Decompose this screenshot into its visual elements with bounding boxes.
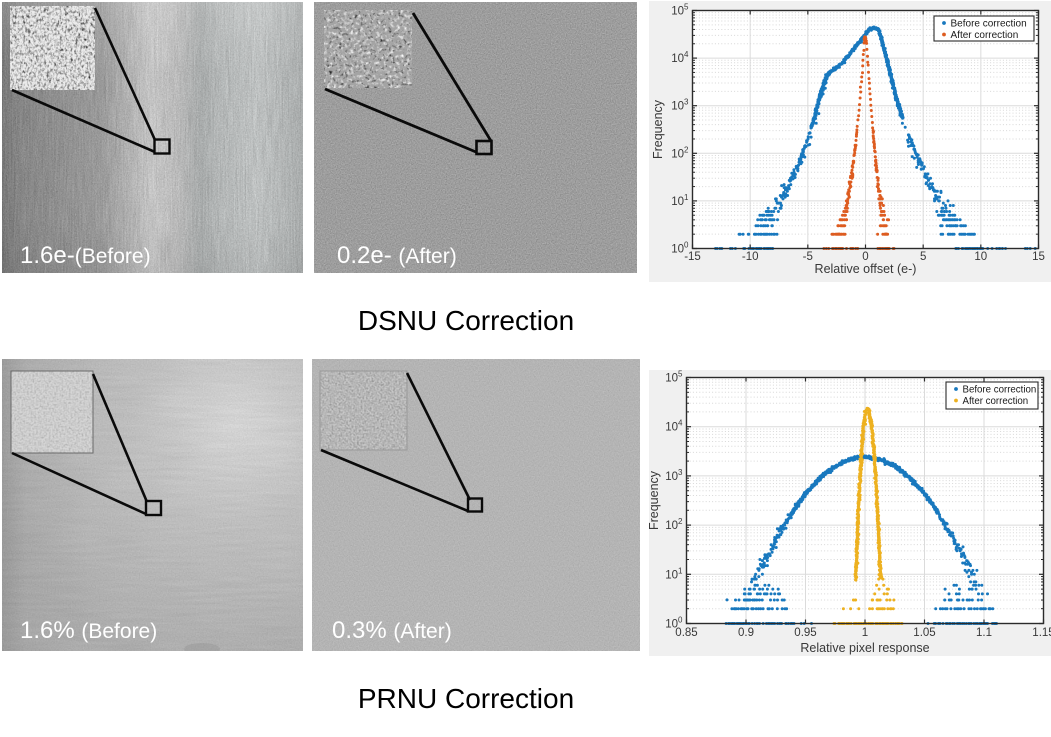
svg-text:1.05: 1.05 [913, 627, 935, 639]
svg-text:1: 1 [862, 627, 868, 639]
svg-text:After correction: After correction [963, 396, 1029, 407]
svg-text:-15: -15 [684, 251, 701, 263]
svg-text:Before correction: Before correction [951, 18, 1027, 29]
svg-text:Relative pixel response: Relative pixel response [800, 641, 929, 655]
svg-text:5: 5 [920, 251, 926, 263]
svg-text:1.15: 1.15 [1032, 627, 1051, 639]
svg-text:Before correction: Before correction [963, 384, 1037, 395]
svg-text:Frequency: Frequency [649, 470, 661, 530]
svg-text:10: 10 [974, 251, 987, 263]
svg-text:Relative offset (e-): Relative offset (e-) [815, 262, 917, 276]
svg-text:15: 15 [1032, 251, 1045, 263]
svg-text:1.1: 1.1 [976, 627, 992, 639]
svg-text:Frequency: Frequency [651, 99, 665, 159]
svg-text:0.9: 0.9 [738, 627, 754, 639]
svg-text:After correction: After correction [951, 30, 1019, 41]
svg-text:0: 0 [862, 251, 868, 263]
svg-text:0.95: 0.95 [794, 627, 816, 639]
svg-text:0.85: 0.85 [675, 627, 697, 639]
svg-text:-10: -10 [742, 251, 759, 263]
svg-text:-5: -5 [803, 251, 813, 263]
